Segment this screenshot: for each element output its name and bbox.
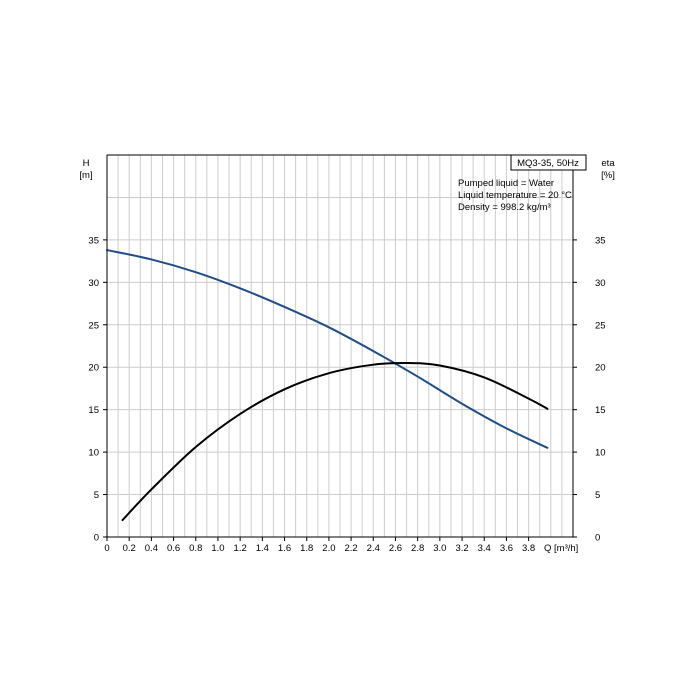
y-left-tick-label: 35 (88, 235, 99, 246)
y-left-tick-label: 15 (88, 405, 99, 416)
legend: MQ3-35, 50Hz Pumped liquid = Water Liqui… (458, 154, 587, 213)
plot-frame (106, 154, 574, 538)
x-tick-label: 3.6 (500, 543, 513, 554)
y-axis-left-label: H [m] (79, 158, 92, 181)
x-tick-label: 2.2 (344, 543, 357, 554)
y-axis-right-label-line2: [%] (601, 170, 615, 181)
y-left-tick-label: 10 (88, 448, 99, 459)
x-tick-label: 3.0 (433, 543, 446, 554)
x-tick-label: 3.2 (455, 543, 468, 554)
y-axis-right-label-line1: eta (601, 158, 615, 169)
x-tick-label: 1.0 (211, 543, 224, 554)
y-right-tick-label: 35 (595, 235, 606, 246)
y-right-tick-label: 10 (595, 448, 606, 459)
y-right-tick-label: 15 (595, 405, 606, 416)
x-tick-label: 1.4 (256, 543, 269, 554)
y-right-tick-label: 25 (595, 320, 606, 331)
x-tick-label: 2.4 (367, 543, 380, 554)
y-left-tick-label: 0 (94, 533, 99, 544)
info-liquid-temperature: Liquid temperature = 20 °C (458, 190, 572, 201)
x-tick-label: 2.6 (389, 543, 402, 554)
y-axis-left-label-line2: [m] (79, 170, 92, 181)
y-right-tick-label: 20 (595, 363, 606, 374)
chart-title-box (510, 154, 587, 171)
x-tick-label: 1.6 (278, 543, 291, 554)
efficiency-curve (121, 361, 549, 522)
x-tick-label: 2.0 (322, 543, 335, 554)
y-left-tick-label: 20 (88, 363, 99, 374)
x-tick-label: 3.4 (478, 543, 491, 554)
y-right-tick-label: 0 (595, 533, 600, 544)
info-pumped-liquid: Pumped liquid = Water (458, 178, 554, 189)
x-tick-label: 0.8 (189, 543, 202, 554)
tick-labels: 0 0.2 0.4 0.6 0.8 1.0 1.2 1.4 1.6 1.8 2.0 2.2 2.4 2.6… (88, 235, 605, 554)
info-density: Density = 998.2 kg/m³ (458, 202, 551, 213)
x-tick-label: 0 (104, 543, 109, 554)
y-axis-right-label: eta [%] (601, 158, 615, 181)
axes (106, 154, 574, 538)
y-right-tick-label: 30 (595, 278, 606, 289)
grid (107, 155, 573, 537)
x-tick-label: 3.8 (522, 543, 535, 554)
x-tick-label: 0.6 (167, 543, 180, 554)
x-tick-label: 2.8 (411, 543, 424, 554)
x-tick-label: 1.2 (234, 543, 247, 554)
y-left-tick-label: 5 (94, 490, 99, 501)
y-left-tick-label: 25 (88, 320, 99, 331)
x-axis-label: Q [m³/h] (544, 543, 578, 554)
curves (106, 249, 549, 522)
y-axis-left-label-line1: H (83, 158, 90, 169)
x-tick-label: 1.8 (300, 543, 313, 554)
head-curve (106, 249, 549, 449)
x-tick-label: 0.2 (123, 543, 136, 554)
chart-title: MQ3-35, 50Hz (517, 158, 579, 169)
x-tick-label: 0.4 (145, 543, 158, 554)
y-right-tick-label: 5 (595, 490, 600, 501)
y-left-tick-label: 30 (88, 278, 99, 289)
